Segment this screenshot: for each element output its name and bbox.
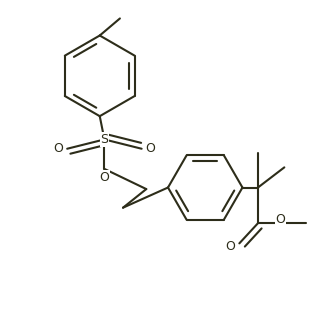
Text: O: O bbox=[276, 213, 286, 226]
Text: O: O bbox=[225, 240, 235, 253]
Text: S: S bbox=[100, 133, 109, 146]
Text: O: O bbox=[145, 142, 155, 155]
Text: O: O bbox=[99, 171, 109, 184]
Text: O: O bbox=[53, 142, 64, 155]
